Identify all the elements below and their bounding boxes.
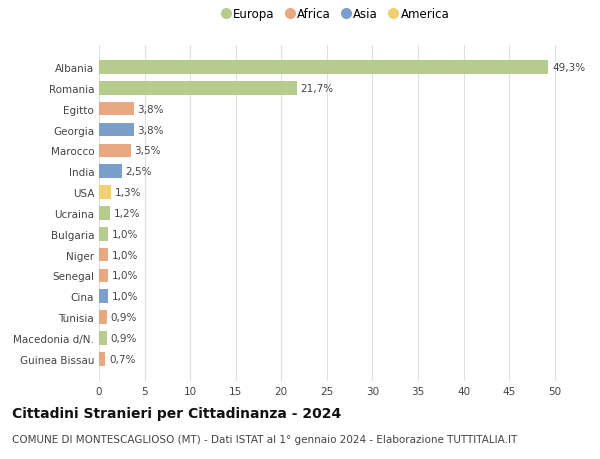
Text: 1,0%: 1,0% [112,291,138,302]
Bar [99,165,122,179]
Bar [99,311,107,324]
Text: 49,3%: 49,3% [552,63,585,73]
Text: 0,9%: 0,9% [111,333,137,343]
Bar [99,82,297,95]
Bar [99,290,108,303]
Bar [99,103,134,116]
Bar [99,123,134,137]
Bar [99,61,548,75]
Bar [99,207,110,220]
Text: 0,9%: 0,9% [111,313,137,322]
Bar [99,269,108,283]
Text: 3,8%: 3,8% [137,125,164,135]
Text: 2,5%: 2,5% [125,167,152,177]
Legend: Europa, Africa, Asia, America: Europa, Africa, Asia, America [223,8,449,21]
Text: 1,0%: 1,0% [112,271,138,281]
Bar [99,331,107,345]
Bar [99,228,108,241]
Text: 3,8%: 3,8% [137,105,164,114]
Text: 3,5%: 3,5% [134,146,161,156]
Bar [99,248,108,262]
Text: 1,0%: 1,0% [112,229,138,239]
Bar [99,352,106,366]
Text: COMUNE DI MONTESCAGLIOSO (MT) - Dati ISTAT al 1° gennaio 2024 - Elaborazione TUT: COMUNE DI MONTESCAGLIOSO (MT) - Dati IST… [12,434,517,444]
Text: 21,7%: 21,7% [301,84,334,94]
Text: 0,7%: 0,7% [109,354,136,364]
Text: 1,0%: 1,0% [112,250,138,260]
Bar [99,144,131,158]
Text: 1,3%: 1,3% [115,188,141,198]
Text: 1,2%: 1,2% [113,208,140,218]
Bar [99,186,111,199]
Text: Cittadini Stranieri per Cittadinanza - 2024: Cittadini Stranieri per Cittadinanza - 2… [12,406,341,420]
